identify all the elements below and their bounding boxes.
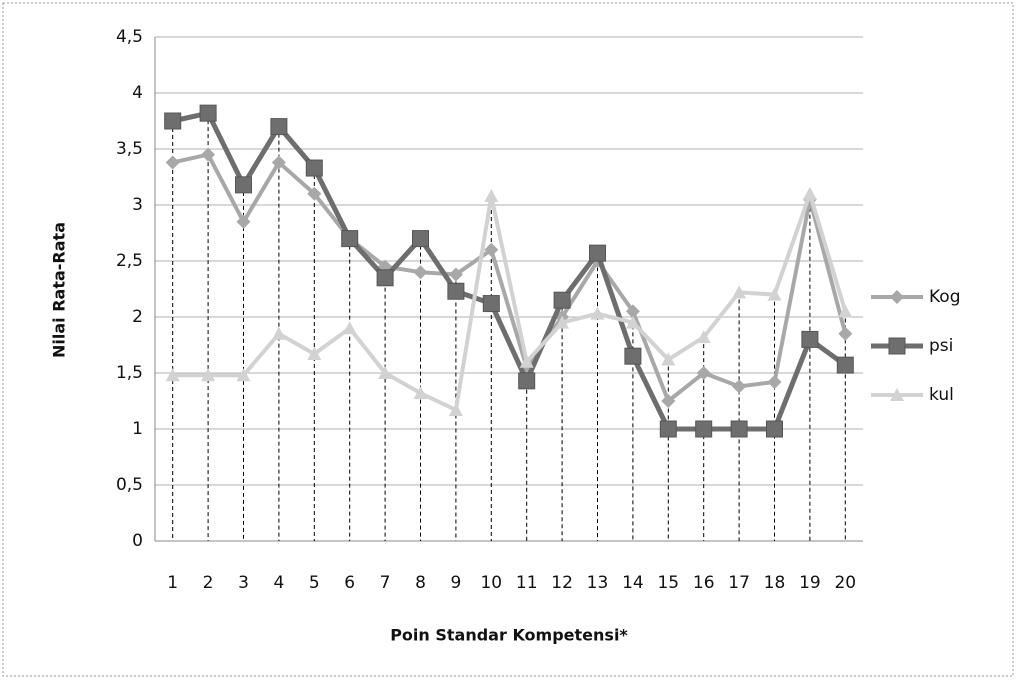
data-point <box>235 176 252 194</box>
data-point <box>199 104 217 122</box>
x-tick-label: 18 <box>764 573 786 593</box>
y-tick-label: 1,5 <box>116 363 143 383</box>
data-point <box>836 356 854 374</box>
y-tick-label: 3,5 <box>116 139 143 159</box>
data-point <box>270 118 288 136</box>
x-tick-label: 14 <box>622 573 644 593</box>
data-point <box>732 285 747 299</box>
data-point <box>767 374 782 389</box>
series-line <box>172 152 848 403</box>
data-point <box>412 230 429 248</box>
legend-marker <box>888 337 906 355</box>
x-axis-title: Poin Standar Kompetensi* <box>390 626 628 645</box>
data-point <box>307 186 322 201</box>
data-point <box>589 244 606 262</box>
y-tick-label: 0 <box>132 531 143 551</box>
data-point <box>341 230 359 248</box>
data-point <box>413 265 428 280</box>
data-point <box>164 112 182 130</box>
y-tick-label: 1 <box>132 419 143 439</box>
data-point <box>482 295 500 313</box>
data-point <box>801 330 819 348</box>
data-point <box>659 420 677 438</box>
series-line <box>172 191 848 412</box>
data-point <box>766 420 783 438</box>
data-point <box>730 420 748 438</box>
data-point <box>165 368 180 382</box>
data-point <box>802 186 817 200</box>
x-tick-label: 8 <box>415 573 426 593</box>
legend-label: Kog <box>929 287 961 307</box>
legend-marker <box>890 290 904 304</box>
data-point <box>838 304 853 318</box>
data-point <box>661 394 676 408</box>
data-point <box>838 326 853 341</box>
data-point <box>484 189 499 203</box>
data-point <box>625 304 640 319</box>
data-point <box>201 147 216 162</box>
x-tick-label: 17 <box>728 573 750 593</box>
x-tick-label: 9 <box>450 573 461 593</box>
y-tick-label: 2 <box>132 307 143 327</box>
x-tick-label: 2 <box>203 573 214 593</box>
x-tick-label: 1 <box>167 573 178 593</box>
data-point <box>305 159 323 177</box>
y-axis-title: Nilai Rata-Rata <box>50 222 69 358</box>
legend-label: psi <box>929 336 953 356</box>
y-tick-label: 2,5 <box>116 251 143 271</box>
x-tick-label: 16 <box>693 573 715 593</box>
y-tick-label: 4,5 <box>116 27 143 47</box>
data-point <box>553 291 571 309</box>
y-tick-label: 4 <box>132 83 143 103</box>
data-point <box>448 267 463 282</box>
x-tick-label: 10 <box>480 573 502 593</box>
data-point <box>448 402 463 416</box>
data-point <box>307 346 322 360</box>
data-point <box>590 306 605 320</box>
data-point <box>376 269 394 287</box>
data-point <box>555 315 570 329</box>
data-point <box>661 352 676 366</box>
x-tick-label: 5 <box>309 573 320 593</box>
x-tick-label: 6 <box>344 573 355 593</box>
x-tick-label: 7 <box>380 573 391 593</box>
y-tick-label: 3 <box>132 195 143 215</box>
data-point <box>695 420 713 438</box>
x-tick-label: 19 <box>799 573 821 593</box>
data-point <box>767 287 782 301</box>
x-tick-label: 12 <box>551 573 573 593</box>
data-point <box>201 368 216 382</box>
x-tick-label: 15 <box>657 573 679 593</box>
data-point <box>378 366 393 379</box>
data-point <box>696 330 711 344</box>
legend-marker <box>890 388 904 401</box>
x-tick-label: 20 <box>834 573 856 593</box>
data-point <box>271 326 286 340</box>
data-point <box>732 379 747 394</box>
data-point <box>236 368 251 382</box>
data-point <box>447 282 465 300</box>
data-point <box>236 214 251 229</box>
x-tick-label: 3 <box>238 573 249 593</box>
data-point <box>519 354 534 368</box>
data-point <box>342 321 357 335</box>
x-tick-label: 13 <box>587 573 609 593</box>
x-tick-label: 4 <box>273 573 284 593</box>
data-point <box>696 366 711 380</box>
data-point <box>625 315 640 329</box>
data-point <box>165 155 180 170</box>
data-point <box>624 347 642 365</box>
legend-label: kul <box>929 385 954 405</box>
data-point <box>518 372 536 390</box>
y-tick-label: 0,5 <box>116 475 143 495</box>
x-tick-label: 11 <box>516 573 538 593</box>
data-point <box>413 386 428 400</box>
data-point <box>271 155 286 170</box>
data-point <box>484 242 499 257</box>
